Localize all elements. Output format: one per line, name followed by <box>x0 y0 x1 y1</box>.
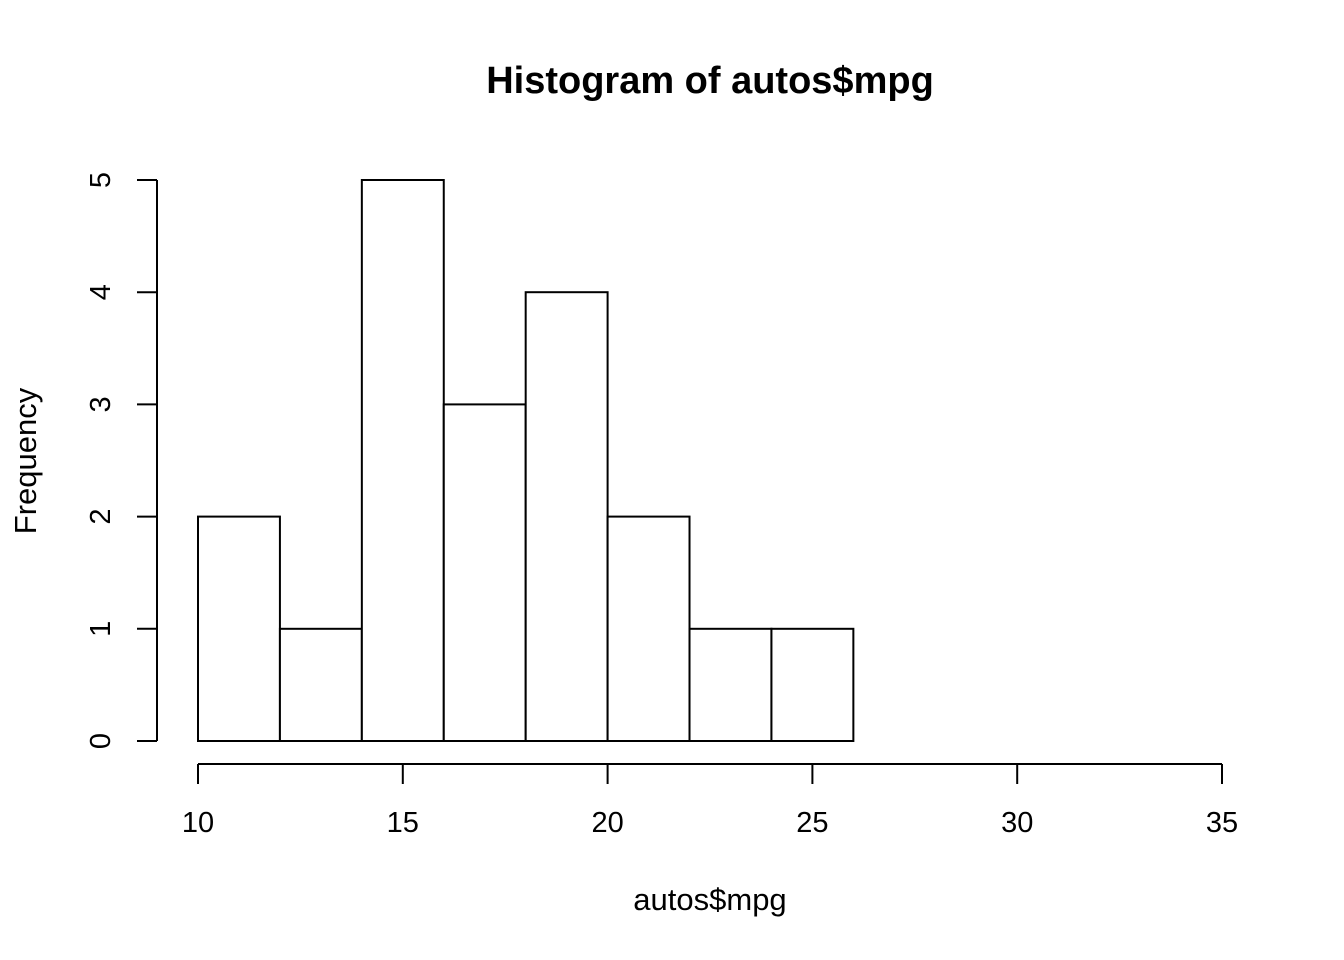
histogram-bar-1 <box>278 627 363 742</box>
x-tick-label: 10 <box>182 807 214 839</box>
histogram-bar-3 <box>442 403 527 742</box>
histogram-bar-4 <box>524 291 609 742</box>
x-axis-label: autos$mpg <box>633 882 786 917</box>
histogram-bar-7 <box>770 627 855 742</box>
histogram-bar-0 <box>197 515 281 742</box>
x-tick-label: 20 <box>591 807 623 839</box>
y-axis-label: Frequency <box>8 387 43 534</box>
histogram-bar-5 <box>606 515 691 742</box>
y-tick-label: 4 <box>85 284 117 300</box>
bars-group <box>197 179 855 742</box>
y-tick-label: 5 <box>85 172 117 188</box>
chart-title: Histogram of autos$mpg <box>486 60 934 102</box>
y-tick-label: 3 <box>85 396 117 412</box>
x-tick-label: 35 <box>1206 807 1238 839</box>
x-tick-label: 15 <box>387 807 419 839</box>
x-tick-label: 30 <box>1001 807 1033 839</box>
y-tick-label: 2 <box>85 509 117 525</box>
x-axis: 10 15 20 25 30 35 <box>182 763 1238 839</box>
y-tick-label: 0 <box>85 733 117 749</box>
x-tick-label: 25 <box>796 807 828 839</box>
y-tick-label: 1 <box>85 621 117 637</box>
histogram-bar-6 <box>688 627 773 742</box>
histogram-bar-2 <box>360 179 445 742</box>
y-axis: 0 1 2 3 4 5 <box>85 172 158 749</box>
